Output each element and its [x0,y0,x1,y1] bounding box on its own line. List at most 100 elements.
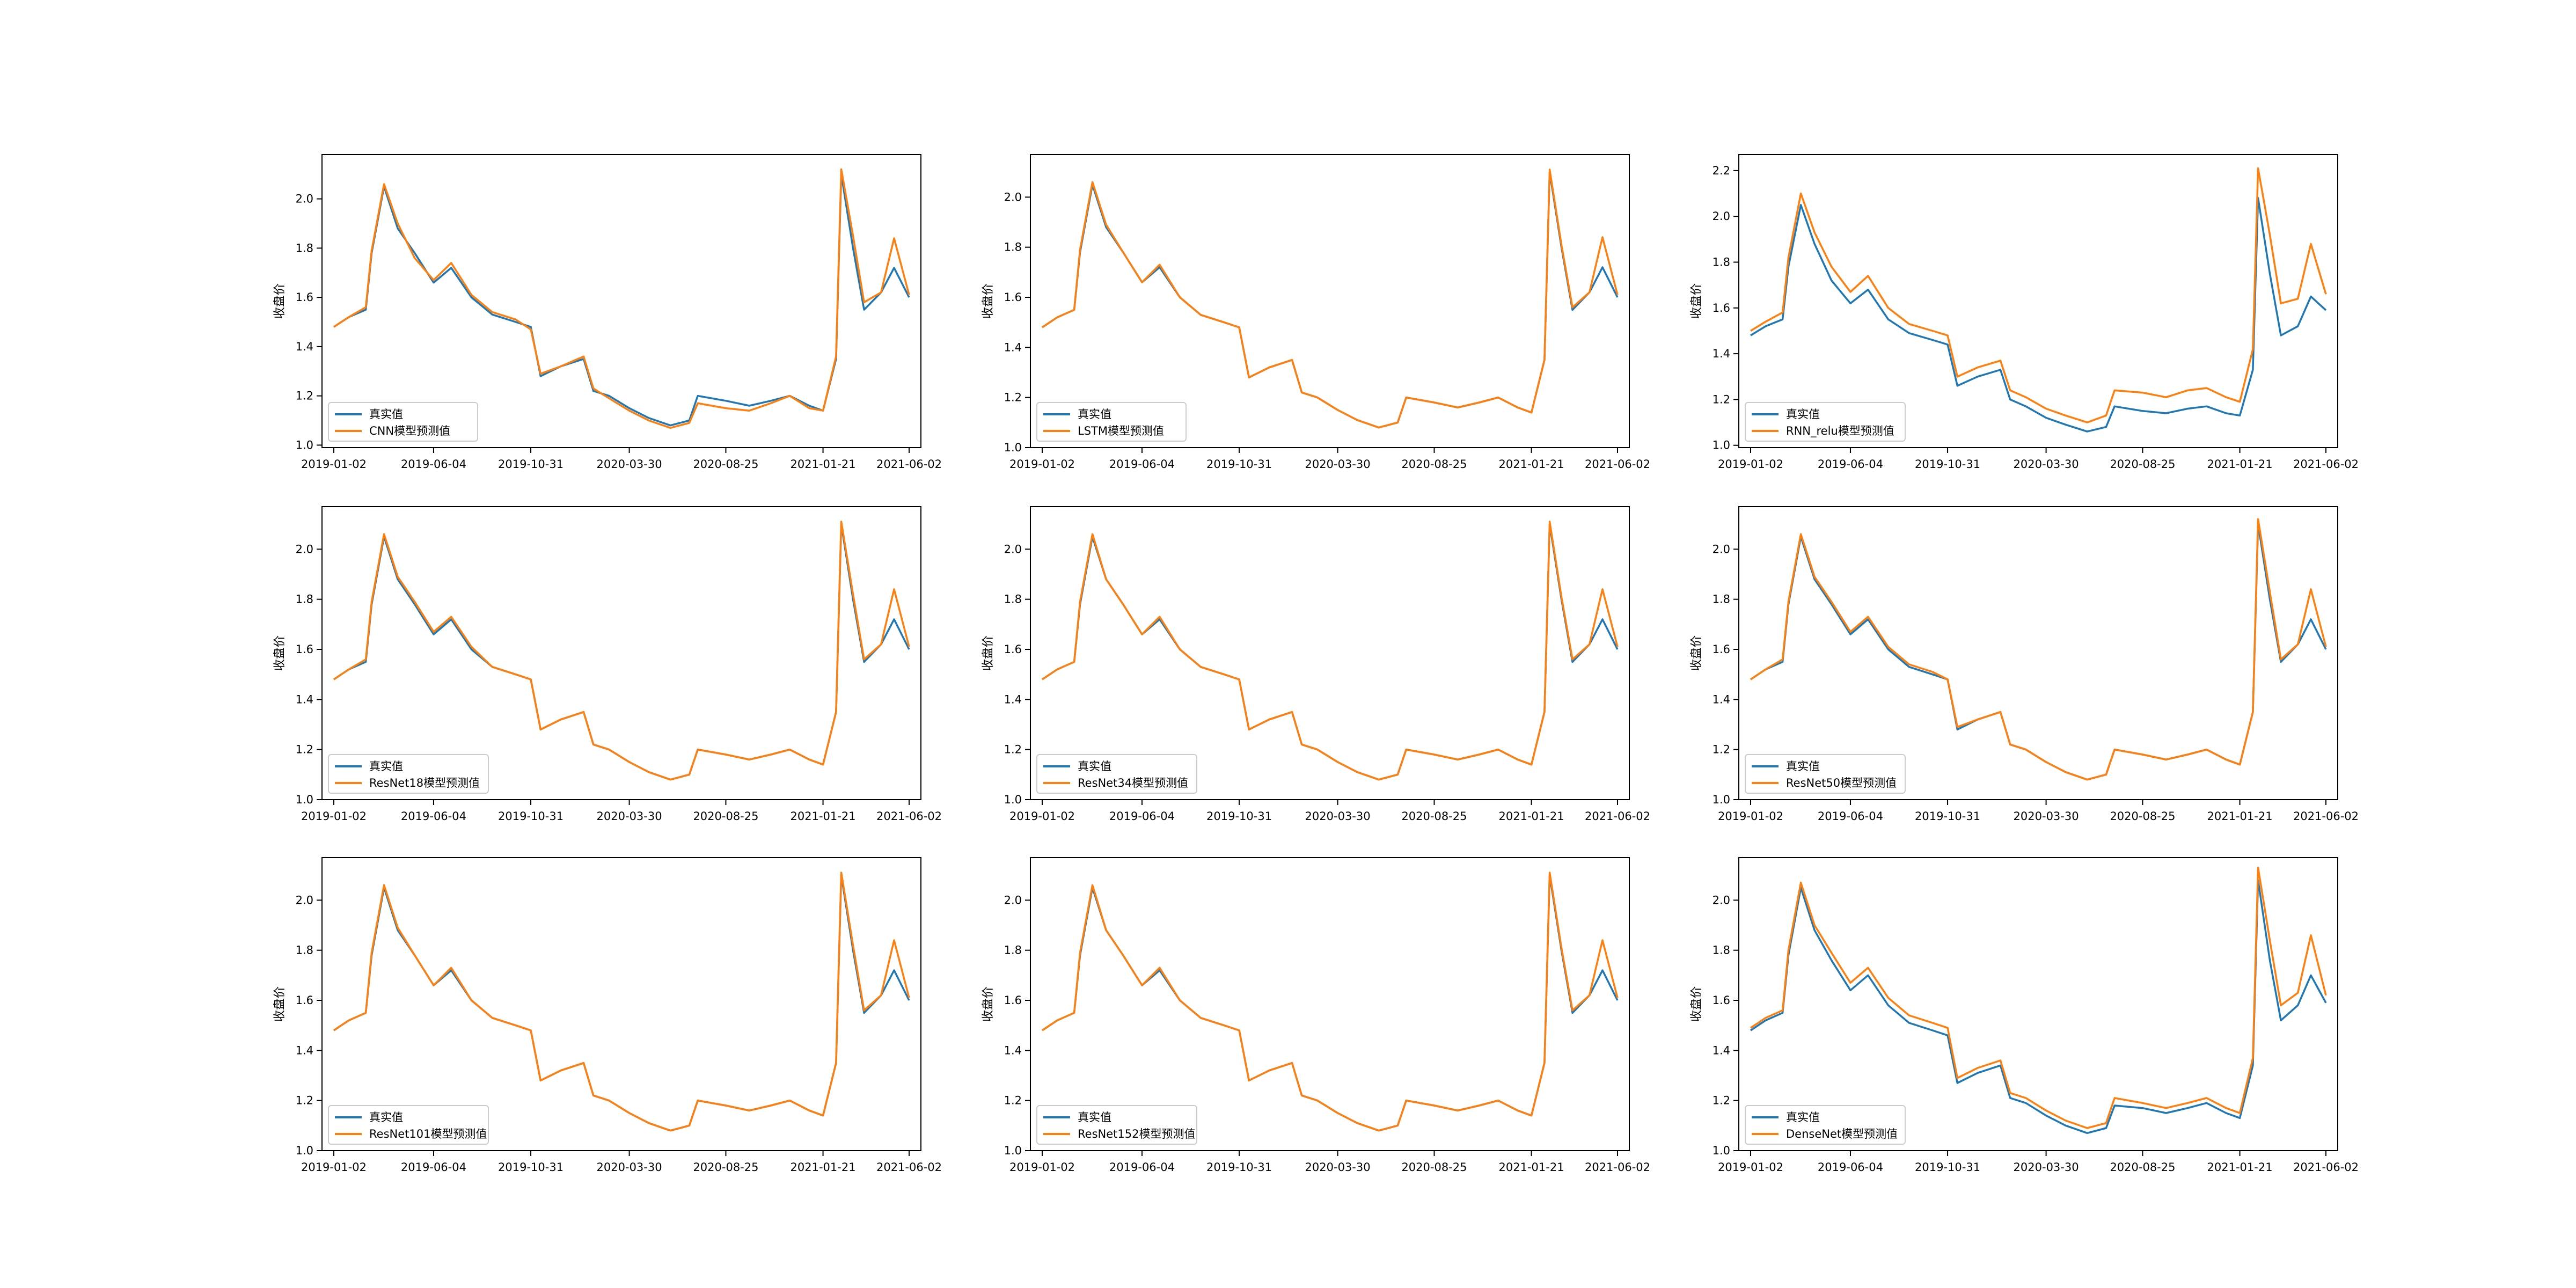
plot-area [322,507,921,800]
legend-label: 真实值 [369,408,403,421]
y-tick-label: 1.6 [1004,643,1022,656]
x-tick-label: 2019-06-04 [1818,1161,1883,1174]
legend-box [1745,754,1906,794]
plot-area [1030,155,1629,448]
legend-label: RNN_relu模型预测值 [1786,425,1894,438]
y-tick-label: 1.0 [1004,441,1022,454]
y-tick-label: 1.8 [1004,593,1022,606]
plot-area [1739,858,2338,1151]
y-tick-label: 2.0 [1713,210,1730,223]
x-tick-label: 2019-01-02 [301,1161,367,1174]
series-line-predicted [333,872,910,1132]
axes-frame [1738,506,2338,800]
x-tick-label: 2019-06-04 [1109,810,1175,823]
series-line-predicted [1750,167,2327,423]
y-tick-label: 1.0 [1713,439,1730,452]
x-tick-label: 2020-08-25 [1401,1161,1467,1174]
y-tick-label: 1.4 [1004,693,1022,706]
y-axis-label: 收盘价 [1690,635,1703,671]
x-tick-label: 2021-01-21 [2207,810,2273,823]
legend-label: 真实值 [1786,408,1820,421]
y-axis-label: 收盘价 [273,635,287,671]
legend-box [1036,754,1197,794]
legend-label: 真实值 [1786,1111,1820,1124]
x-tick-label: 2021-01-21 [791,1161,856,1174]
y-tick-label: 1.6 [1713,302,1730,314]
legend: 真实值 LSTM模型预测值 [1036,402,1187,442]
x-tick-label: 2021-01-21 [1499,810,1564,823]
legend-box [1036,1105,1197,1145]
x-tick-label: 2020-08-25 [2110,1161,2175,1174]
y-tick-label: 1.6 [1004,291,1022,304]
legend-box [1745,402,1906,442]
y-tick-label: 1.4 [296,340,313,353]
axes-frame [1738,857,2338,1151]
x-tick-label: 2020-03-30 [597,1161,662,1174]
y-tick-label: 1.6 [296,994,313,1007]
y-tick-label: 1.2 [1004,391,1022,404]
x-tick-label: 2020-03-30 [1305,1161,1371,1174]
x-tick-label: 2019-06-04 [401,810,466,823]
axes-frame [321,506,921,800]
x-tick-label: 2021-06-02 [1585,1161,1650,1174]
axes-frame [1738,154,2338,448]
y-tick-label: 1.2 [1004,743,1022,756]
legend-label: ResNet18模型预测值 [369,777,480,789]
x-tick-label: 2020-08-25 [2110,458,2175,471]
plot-area [1739,155,2338,448]
y-tick-label: 1.6 [1004,994,1022,1007]
y-tick-label: 2.0 [1004,191,1022,203]
legend-label: ResNet50模型预测值 [1786,777,1897,789]
x-tick-label: 2021-01-21 [791,458,856,471]
x-tick-label: 2020-08-25 [693,458,758,471]
x-tick-label: 2020-08-25 [1401,810,1467,823]
y-tick-label: 1.8 [1713,255,1730,268]
x-tick-label: 2019-10-31 [1206,458,1272,471]
x-tick-label: 2021-06-02 [1585,810,1650,823]
x-tick-label: 2019-10-31 [1915,458,1980,471]
legend-label: ResNet152模型预测值 [1078,1128,1195,1140]
x-tick-label: 2019-01-02 [1009,458,1075,471]
legend-label: LSTM模型预测值 [1078,425,1164,437]
x-tick-label: 2019-06-04 [1109,1161,1175,1174]
subplot-2: 2019-01-02 2019-06-04 2019-10-31 2020-03-30… [982,154,1650,471]
y-tick-label: 2.0 [1004,894,1022,906]
x-tick-label: 2021-06-02 [876,1161,942,1174]
series-line-predicted [1750,518,2327,781]
legend-box [328,1105,489,1145]
x-tick-label: 2021-06-02 [2293,1161,2359,1174]
y-tick-label: 1.8 [1004,241,1022,254]
plot-area [1030,507,1629,800]
legend-box [328,402,478,442]
y-axis-label: 收盘价 [982,986,995,1022]
y-tick-label: 1.0 [296,438,313,451]
x-tick-label: 2021-06-02 [876,458,942,471]
y-tick-label: 1.4 [296,1044,313,1057]
y-axis-label: 收盘价 [273,986,287,1022]
x-tick-label: 2019-01-02 [1718,458,1783,471]
legend-box [1036,402,1187,442]
y-tick-label: 1.6 [296,643,313,656]
y-tick-label: 1.4 [1713,693,1730,706]
y-tick-label: 2.0 [1713,543,1730,555]
x-tick-label: 2019-01-02 [301,458,367,471]
x-tick-label: 2021-01-21 [2207,1161,2273,1174]
x-tick-label: 2021-06-02 [876,810,942,823]
y-tick-label: 1.2 [1713,393,1730,406]
y-tick-label: 2.2 [1713,164,1730,177]
x-tick-label: 2019-10-31 [1206,1161,1272,1174]
x-tick-label: 2021-06-02 [2293,810,2359,823]
legend: 真实值 RNN_relu模型预测值 [1745,402,1906,442]
legend-box [328,754,489,794]
y-axis-label: 收盘价 [982,635,995,671]
x-tick-label: 2020-08-25 [693,1161,758,1174]
y-tick-label: 1.0 [1004,793,1022,806]
axes-frame [1030,506,1630,800]
legend-label: 真实值 [1078,1111,1111,1124]
x-tick-label: 2019-01-02 [301,810,367,823]
legend-box [1745,1105,1906,1145]
y-tick-label: 1.8 [296,241,313,254]
axes-frame [1030,154,1630,448]
y-tick-label: 1.0 [1713,793,1730,806]
y-tick-label: 1.0 [296,1144,313,1157]
